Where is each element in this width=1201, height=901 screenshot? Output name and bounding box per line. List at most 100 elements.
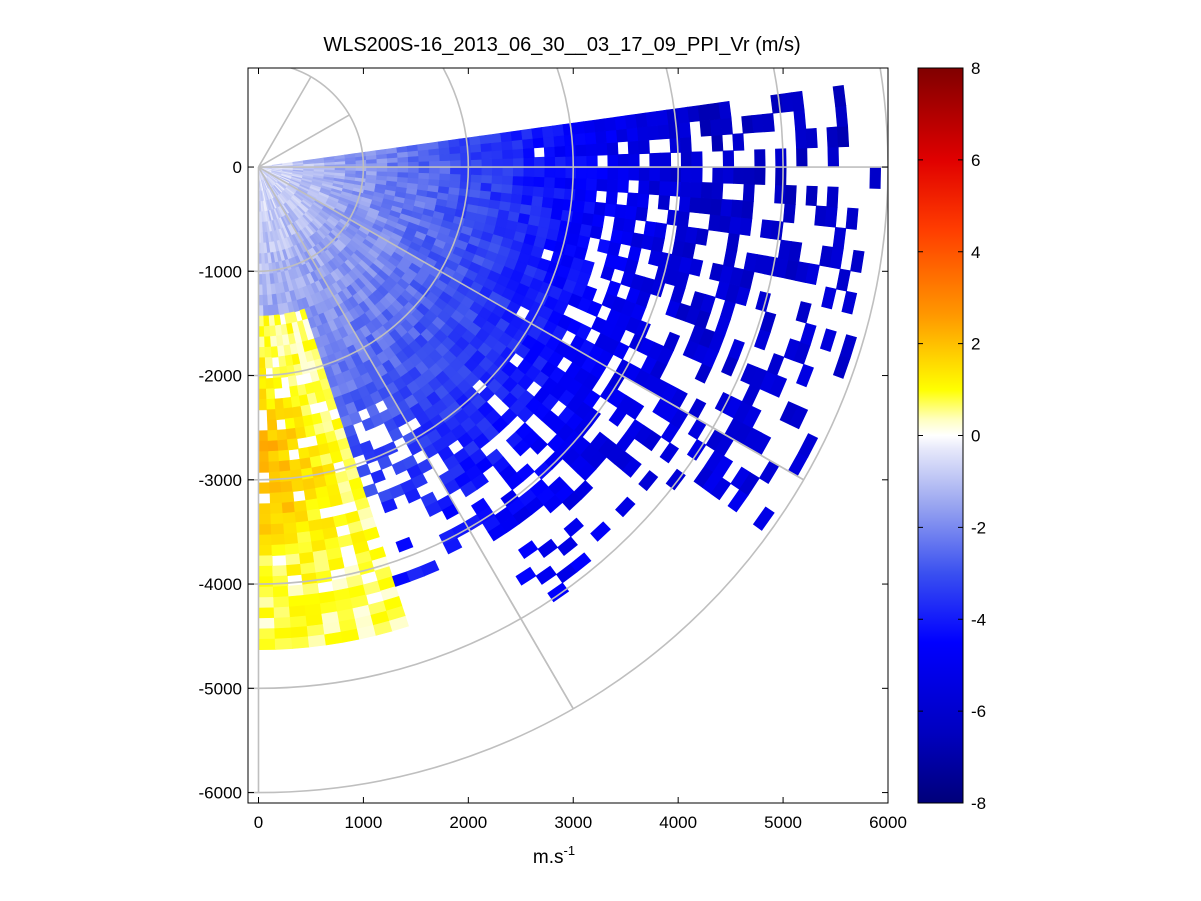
scan-cell bbox=[289, 615, 308, 629]
scan-cell bbox=[832, 226, 847, 250]
scan-cell bbox=[258, 326, 265, 338]
scan-cell bbox=[695, 228, 709, 246]
scan-cell bbox=[575, 155, 588, 168]
scan-cell bbox=[470, 158, 483, 168]
scan-cell bbox=[272, 377, 283, 389]
scan-cell bbox=[754, 166, 766, 185]
scan-cell bbox=[315, 570, 333, 584]
scan-cell bbox=[258, 346, 266, 359]
scan-cell bbox=[502, 149, 514, 159]
scan-cell bbox=[533, 166, 546, 178]
scan-cell bbox=[679, 136, 692, 153]
scan-cell bbox=[649, 152, 661, 168]
scan-cell bbox=[691, 151, 703, 168]
scan-cell bbox=[774, 184, 787, 204]
scan-cell bbox=[267, 440, 279, 452]
scan-cell bbox=[699, 119, 713, 137]
x-tick-label: 3000 bbox=[554, 813, 592, 832]
colorbar: 8 6 4 2 0 -2 -4 -6 -8 bbox=[917, 59, 986, 813]
scan-cell bbox=[299, 551, 315, 565]
scan-cell bbox=[616, 128, 629, 143]
scan-cell bbox=[469, 181, 482, 191]
scan-cell bbox=[606, 178, 619, 193]
scan-cell bbox=[267, 429, 279, 442]
scan-cell bbox=[276, 429, 288, 441]
scan-cell bbox=[264, 336, 272, 348]
scan-cell bbox=[712, 166, 724, 184]
scan-cell bbox=[278, 460, 291, 473]
x-tick-label: 1000 bbox=[344, 813, 382, 832]
scan-cell bbox=[531, 127, 544, 139]
scan-cell bbox=[690, 181, 703, 199]
scan-cell bbox=[564, 144, 577, 157]
scan-cell bbox=[541, 196, 555, 209]
scan-cell bbox=[775, 148, 787, 168]
azimuth-spoke-segment bbox=[621, 374, 805, 481]
scan-cell bbox=[303, 488, 318, 501]
scan-cell bbox=[711, 182, 724, 200]
scan-cell bbox=[258, 461, 270, 473]
scan-cell bbox=[727, 338, 745, 360]
scan-cell bbox=[635, 206, 649, 222]
scan-cell bbox=[565, 155, 577, 168]
scan-cell bbox=[743, 166, 756, 185]
scan-cell bbox=[638, 166, 651, 181]
scan-cell bbox=[264, 357, 273, 369]
scan-cell bbox=[636, 193, 650, 209]
colorbar-tick-label: -4 bbox=[971, 610, 986, 629]
scan-cell bbox=[627, 140, 640, 155]
scan-cell bbox=[258, 628, 276, 640]
scan-cell bbox=[266, 409, 277, 421]
scan-cell bbox=[460, 166, 472, 175]
scan-cell bbox=[617, 153, 630, 168]
scan-cell bbox=[489, 132, 502, 144]
scan-cell bbox=[397, 171, 409, 178]
x-tick-label: 2000 bbox=[449, 813, 487, 832]
scan-cell bbox=[769, 374, 788, 398]
scan-cell bbox=[869, 166, 882, 189]
scan-cell bbox=[269, 481, 282, 494]
scan-cell bbox=[645, 111, 659, 127]
scan-cell bbox=[408, 161, 420, 168]
scan-cell bbox=[636, 126, 650, 141]
scan-cell bbox=[580, 259, 595, 275]
scan-cell bbox=[491, 149, 504, 160]
scan-cell bbox=[575, 143, 588, 157]
scan-cell bbox=[553, 134, 566, 147]
scan-cell bbox=[470, 151, 483, 161]
scan-cell bbox=[274, 397, 285, 410]
scan-cell bbox=[805, 127, 818, 149]
scan-cell bbox=[291, 636, 310, 649]
scan-cell bbox=[490, 182, 503, 193]
scan-cell bbox=[742, 183, 755, 202]
scan-cell bbox=[676, 210, 690, 228]
scan-cell bbox=[258, 482, 271, 494]
colorbar-fill bbox=[918, 68, 963, 803]
scan-cell bbox=[752, 506, 775, 531]
scan-cell bbox=[458, 187, 471, 197]
scan-cell bbox=[428, 178, 440, 187]
scan-cell bbox=[688, 258, 704, 277]
scan-cell bbox=[741, 200, 754, 219]
scan-cell bbox=[263, 315, 271, 327]
scan-cell bbox=[272, 565, 288, 577]
scan-cell bbox=[583, 119, 596, 134]
scan-cell bbox=[605, 129, 618, 144]
x-axis-label-superscript: -1 bbox=[564, 843, 576, 858]
scan-cell bbox=[283, 522, 298, 535]
scan-cell bbox=[418, 172, 430, 180]
scan-cell bbox=[270, 513, 284, 525]
scan-cell bbox=[836, 125, 850, 148]
scan-cells bbox=[258, 85, 882, 651]
scan-cell bbox=[460, 159, 472, 168]
scan-cell bbox=[604, 202, 617, 218]
scan-cell bbox=[614, 115, 628, 131]
scan-cell bbox=[624, 205, 638, 221]
scan-cell bbox=[575, 177, 588, 191]
scan-cell bbox=[300, 404, 312, 417]
scan-cell bbox=[287, 584, 305, 597]
scan-cell bbox=[302, 477, 316, 491]
scan-cell bbox=[596, 142, 609, 156]
scan-cell bbox=[502, 175, 514, 186]
scan-cell bbox=[678, 121, 692, 139]
